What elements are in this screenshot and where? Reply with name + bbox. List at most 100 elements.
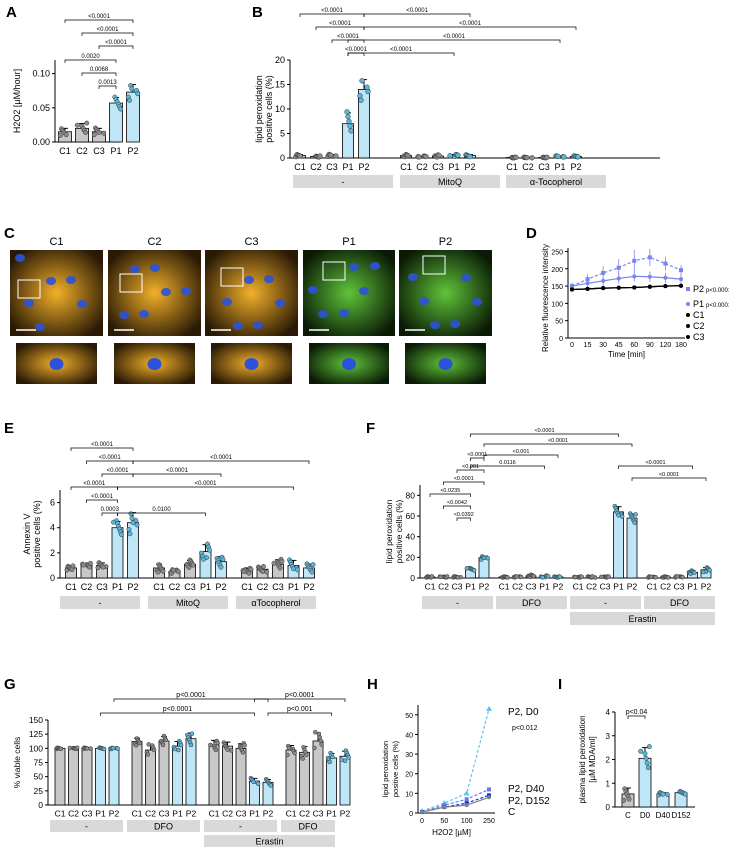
nucleus xyxy=(119,311,129,319)
bar xyxy=(131,741,143,806)
bar xyxy=(54,747,66,806)
y-tick-label: 0 xyxy=(409,811,413,818)
data-point xyxy=(268,783,273,788)
data-point xyxy=(616,513,621,518)
series-marker xyxy=(632,274,637,279)
nucleus xyxy=(66,276,76,284)
data-point xyxy=(665,575,671,580)
data-point xyxy=(58,746,64,752)
significance-label: <0.0001 xyxy=(459,21,482,27)
bar xyxy=(172,745,183,806)
bar xyxy=(299,751,310,806)
x-tick-label: C2 xyxy=(222,809,233,819)
group-label: DFO xyxy=(154,822,173,832)
legend-label: C xyxy=(508,807,515,818)
data-point xyxy=(339,757,344,762)
legend-marker xyxy=(686,287,690,291)
data-point xyxy=(251,779,256,785)
data-point xyxy=(74,745,80,750)
significance-bracket xyxy=(101,473,134,477)
x-tick-label: C3 xyxy=(600,582,611,592)
micrograph-label: C3 xyxy=(244,236,258,248)
significance-bracket xyxy=(113,698,269,702)
y-tick-label: 150 xyxy=(551,284,563,291)
significance-bracket xyxy=(347,52,455,56)
data-point xyxy=(186,565,192,570)
nucleus xyxy=(15,254,25,262)
data-point xyxy=(277,565,283,571)
data-point xyxy=(643,755,649,761)
y-axis-label: positive cells (%) xyxy=(391,740,400,797)
bar xyxy=(312,740,324,806)
y-tick-label: 10 xyxy=(275,104,285,114)
x-tick-label: C1 xyxy=(400,162,412,172)
x-axis-label: H2O2 [µM] xyxy=(432,828,471,837)
data-point xyxy=(128,511,134,517)
data-point xyxy=(118,106,124,112)
data-point xyxy=(310,562,316,568)
data-point xyxy=(189,731,195,736)
nucleus xyxy=(77,300,87,308)
y-tick-label: 25 xyxy=(34,786,44,796)
x-tick-label: P2 xyxy=(358,162,369,172)
significance-bracket xyxy=(267,712,332,716)
micrograph-label: P2 xyxy=(439,236,452,248)
x-tick-label: D152 xyxy=(671,811,691,820)
data-point xyxy=(220,556,226,562)
micrograph-label: C2 xyxy=(147,236,161,248)
chart-h: 0 10 20 30 40 50 0 50 100 250 H2O2 [µM] lipid perox… xyxy=(381,705,550,837)
data-point xyxy=(405,152,411,159)
zoom-box xyxy=(119,273,143,293)
series-marker xyxy=(632,285,637,290)
x-tick-label: 15 xyxy=(584,342,592,349)
chart-i: 0 1 2 3 4 plasma lipid peroxidation [µM MDA/ml… xyxy=(578,708,695,820)
x-tick-label: P1 xyxy=(95,809,106,819)
data-point xyxy=(160,742,166,748)
data-point xyxy=(692,570,697,575)
data-point xyxy=(319,742,324,747)
data-point xyxy=(328,152,334,158)
x-tick-label: C2 xyxy=(416,162,428,172)
data-point xyxy=(240,750,246,755)
nucleus xyxy=(275,299,285,307)
data-point xyxy=(178,742,184,748)
panel-letter-a: A xyxy=(6,4,17,21)
significance-label: <0.0001 xyxy=(659,472,679,478)
group-box xyxy=(148,596,228,609)
significance-bracket xyxy=(101,512,118,516)
data-point xyxy=(100,564,106,570)
nucleus xyxy=(408,273,418,281)
micrograph-label: P1 xyxy=(342,236,355,248)
data-point xyxy=(81,562,86,568)
group-label: - xyxy=(239,822,242,832)
significance-label: <0.0001 xyxy=(91,442,114,448)
y-tick-label: 50 xyxy=(555,319,563,326)
y-tick-label: 0 xyxy=(50,573,55,583)
y-tick-label: 150 xyxy=(29,715,43,725)
legend-marker xyxy=(686,324,690,328)
y-axis-label: Relative fluorescence intensity xyxy=(541,244,550,352)
y-tick-label: 60 xyxy=(406,511,416,521)
data-point xyxy=(327,759,332,765)
x-tick-label: C3 xyxy=(538,162,550,172)
data-point xyxy=(135,91,141,97)
data-point xyxy=(110,745,116,751)
significance-label: <0.0001 xyxy=(105,40,128,46)
legend-marker xyxy=(686,335,690,339)
data-point xyxy=(304,752,309,758)
significance-label: p<0.04 xyxy=(626,709,648,716)
x-tick-label: C3 xyxy=(236,809,247,819)
series-line xyxy=(421,708,490,812)
data-point xyxy=(333,153,339,159)
x-tick-label: P1 xyxy=(249,809,260,819)
x-tick-label: C xyxy=(625,811,631,820)
data-point xyxy=(619,514,625,519)
data-point xyxy=(130,520,136,526)
y-tick-label: 250 xyxy=(551,249,563,256)
nucleus xyxy=(430,321,440,329)
legend-marker xyxy=(686,302,690,306)
x-tick-label: C1 xyxy=(294,162,306,172)
series-marker xyxy=(663,261,668,266)
data-point xyxy=(344,109,350,115)
significance-bracket xyxy=(618,465,693,469)
